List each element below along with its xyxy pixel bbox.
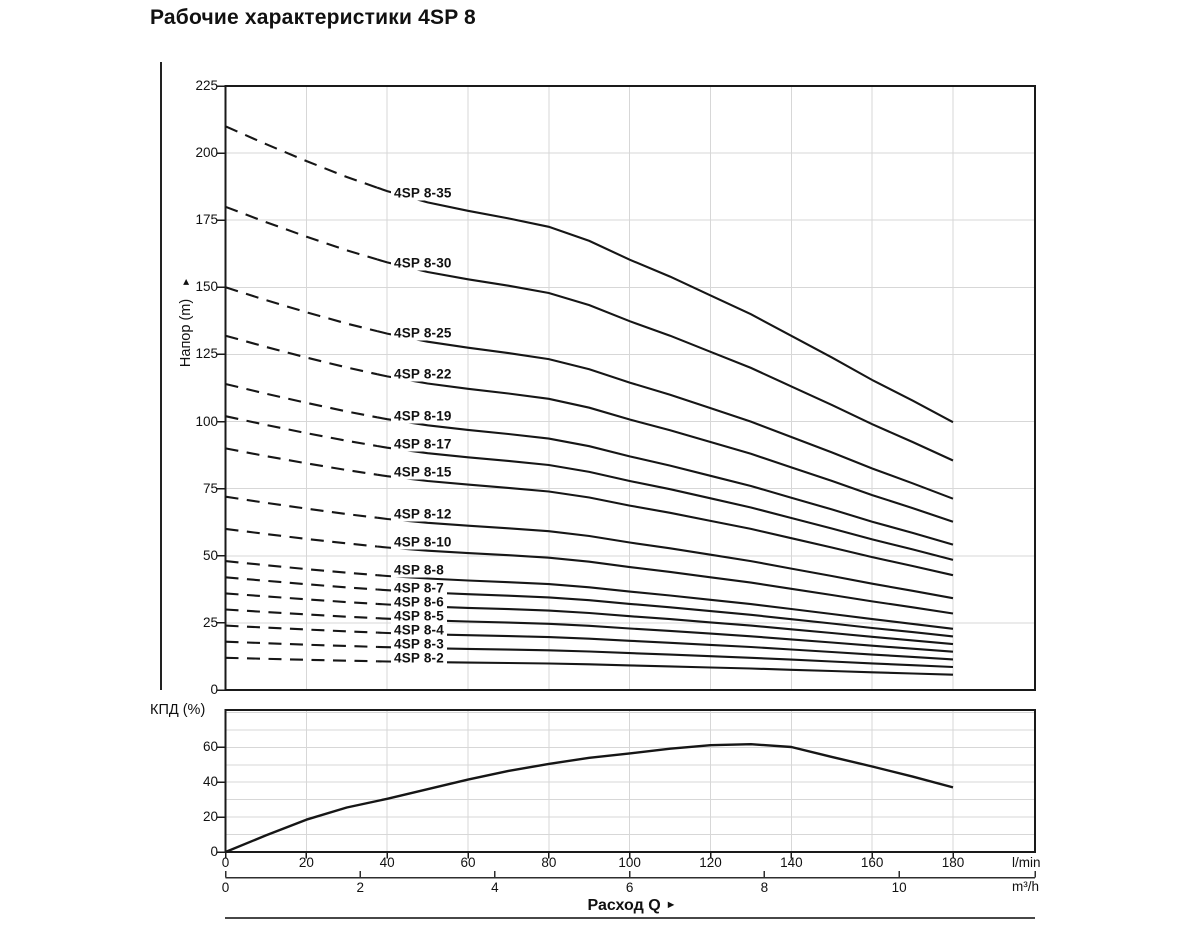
efficiency-y-tick-label: 60 bbox=[202, 739, 218, 755]
m3h-tick-label: 6 bbox=[625, 880, 634, 895]
curve-label: 4SP 8-35 bbox=[391, 185, 455, 201]
pump-curve-4sp-8-10 bbox=[376, 545, 954, 615]
lmin-tick-label: 100 bbox=[618, 855, 641, 870]
pump-curve-4sp-8-12 bbox=[376, 516, 954, 600]
pump-curve-4sp-8-25 bbox=[376, 330, 954, 500]
head-y-tick-label: 50 bbox=[202, 547, 218, 563]
lmin-tick-label: 20 bbox=[298, 855, 314, 870]
pump-curve-4sp-8-6-dashed bbox=[225, 592, 378, 605]
y-axis-rail bbox=[160, 62, 162, 690]
efficiency-y-tick-label: 0 bbox=[210, 844, 218, 859]
efficiency-y-tick-label: 20 bbox=[202, 809, 218, 825]
m3h-tick-label: 2 bbox=[356, 880, 364, 895]
chart-title: Рабочие характеристики 4SP 8 bbox=[150, 6, 476, 29]
pump-curve-4sp-8-4-dashed bbox=[225, 624, 378, 634]
lmin-unit-label: l/min bbox=[1012, 855, 1041, 870]
efficiency-y-ticks bbox=[216, 746, 226, 853]
lmin-tick-label: 180 bbox=[941, 855, 965, 870]
pump-curve-4sp-8-6 bbox=[377, 602, 954, 646]
pump-curve-4sp-8-10-dashed bbox=[225, 527, 378, 548]
lmin-tick-label: 140 bbox=[780, 855, 803, 870]
head-y-tick-label: 225 bbox=[195, 78, 218, 93]
x-axis-title-text: Расход Q bbox=[587, 897, 661, 914]
pump-curve-4sp-8-17-dashed bbox=[225, 415, 378, 448]
efficiency-chart-border bbox=[224, 708, 1037, 854]
curve-label: 4SP 8-3 bbox=[391, 636, 447, 652]
pump-curve-4sp-8-22-dashed bbox=[225, 334, 378, 376]
curve-label: 4SP 8-12 bbox=[391, 506, 455, 522]
pump-curve-4sp-8-30 bbox=[376, 258, 954, 462]
head-chart-border bbox=[224, 84, 1037, 692]
pump-curve-4sp-8-3 bbox=[377, 645, 954, 669]
pump-curves bbox=[225, 125, 954, 676]
curve-label: 4SP 8-25 bbox=[391, 325, 455, 341]
m3h-unit-label: m³/h bbox=[1012, 879, 1039, 894]
head-y-tick-label: 25 bbox=[202, 614, 218, 630]
right-arrow-icon: ► bbox=[665, 899, 677, 911]
pump-curve-4sp-8-35-dashed bbox=[225, 125, 378, 189]
curve-label: 4SP 8-2 bbox=[391, 650, 447, 666]
m3h-tick-label: 4 bbox=[491, 880, 499, 895]
pump-curve-4sp-8-5-dashed bbox=[225, 608, 378, 620]
curve-label: 4SP 8-15 bbox=[391, 464, 455, 480]
m3h-tick-label: 0 bbox=[221, 880, 230, 895]
head-y-tick-label: 0 bbox=[210, 682, 218, 697]
m3h-ruler bbox=[224, 871, 1036, 879]
curve-label: 4SP 8-8 bbox=[391, 562, 447, 578]
m3h-tick-label: 10 bbox=[891, 880, 907, 895]
pump-curve-4sp-8-19 bbox=[376, 416, 954, 546]
pump-curve-4sp-8-2 bbox=[377, 660, 954, 676]
curve-label: 4SP 8-22 bbox=[391, 366, 455, 382]
lmin-tick-label: 160 bbox=[860, 855, 884, 870]
lmin-tick-label: 40 bbox=[379, 855, 395, 870]
efficiency-chart-grid bbox=[225, 710, 1035, 852]
curve-label: 4SP 8-7 bbox=[391, 580, 447, 596]
curve-label: 4SP 8-30 bbox=[391, 255, 455, 271]
head-y-tick-label: 75 bbox=[202, 480, 218, 496]
x-axis-title: Расход Q ► bbox=[587, 897, 676, 915]
pump-curve-4sp-8-30-dashed bbox=[225, 205, 378, 261]
lmin-tick-label: 120 bbox=[699, 855, 722, 870]
pump-curve-4sp-8-8 bbox=[377, 574, 954, 630]
pump-curve-4sp-8-7 bbox=[377, 588, 954, 638]
efficiency-curve bbox=[225, 743, 954, 854]
pump-curve-4sp-8-25-dashed bbox=[225, 286, 378, 333]
pump-curve-4sp-8-15-dashed bbox=[225, 447, 378, 476]
bottom-separator-line bbox=[225, 917, 1035, 919]
head-chart-y-ticks bbox=[216, 85, 226, 691]
pump-curve-4sp-8-8-dashed bbox=[225, 560, 378, 577]
head-y-tick-label: 150 bbox=[195, 279, 218, 295]
pump-curve-4sp-8-5 bbox=[377, 617, 954, 653]
curve-label: 4SP 8-17 bbox=[391, 436, 455, 452]
lmin-tick-label: 60 bbox=[460, 855, 476, 870]
curve-label: 4SP 8-10 bbox=[391, 534, 455, 550]
head-y-tick-label: 125 bbox=[195, 346, 218, 362]
head-y-tick-label: 100 bbox=[195, 413, 218, 429]
m3h-tick-label: 8 bbox=[760, 880, 769, 895]
pump-curve-4sp-8-15 bbox=[376, 473, 954, 577]
pump-curve-4sp-8-7-dashed bbox=[225, 576, 378, 591]
pump-curve-4sp-8-2-dashed bbox=[225, 656, 378, 663]
pump-curve-4sp-8-12-dashed bbox=[225, 495, 378, 519]
pump-curve-4sp-8-3-dashed bbox=[225, 640, 378, 648]
pump-curve-4sp-8-22 bbox=[376, 373, 954, 523]
pump-curve-4sp-8-17 bbox=[376, 444, 954, 561]
head-y-tick-label: 200 bbox=[195, 145, 218, 161]
efficiency-y-axis-label: КПД (%) bbox=[150, 702, 206, 718]
curve-label: 4SP 8-4 bbox=[391, 622, 447, 638]
efficiency-y-tick-label: 40 bbox=[202, 774, 218, 790]
curve-label: 4SP 8-19 bbox=[391, 408, 455, 424]
pump-curve-4sp-8-19-dashed bbox=[225, 382, 378, 419]
lmin-tick-label: 0 bbox=[221, 855, 230, 870]
pump-curve-4sp-8-35 bbox=[376, 186, 954, 424]
curve-label: 4SP 8-6 bbox=[391, 594, 447, 610]
pump-curve-4sp-8-4 bbox=[377, 631, 954, 661]
curve-label: 4SP 8-5 bbox=[391, 608, 447, 624]
head-y-tick-label: 175 bbox=[195, 212, 218, 228]
lmin-tick-label: 80 bbox=[541, 855, 557, 870]
